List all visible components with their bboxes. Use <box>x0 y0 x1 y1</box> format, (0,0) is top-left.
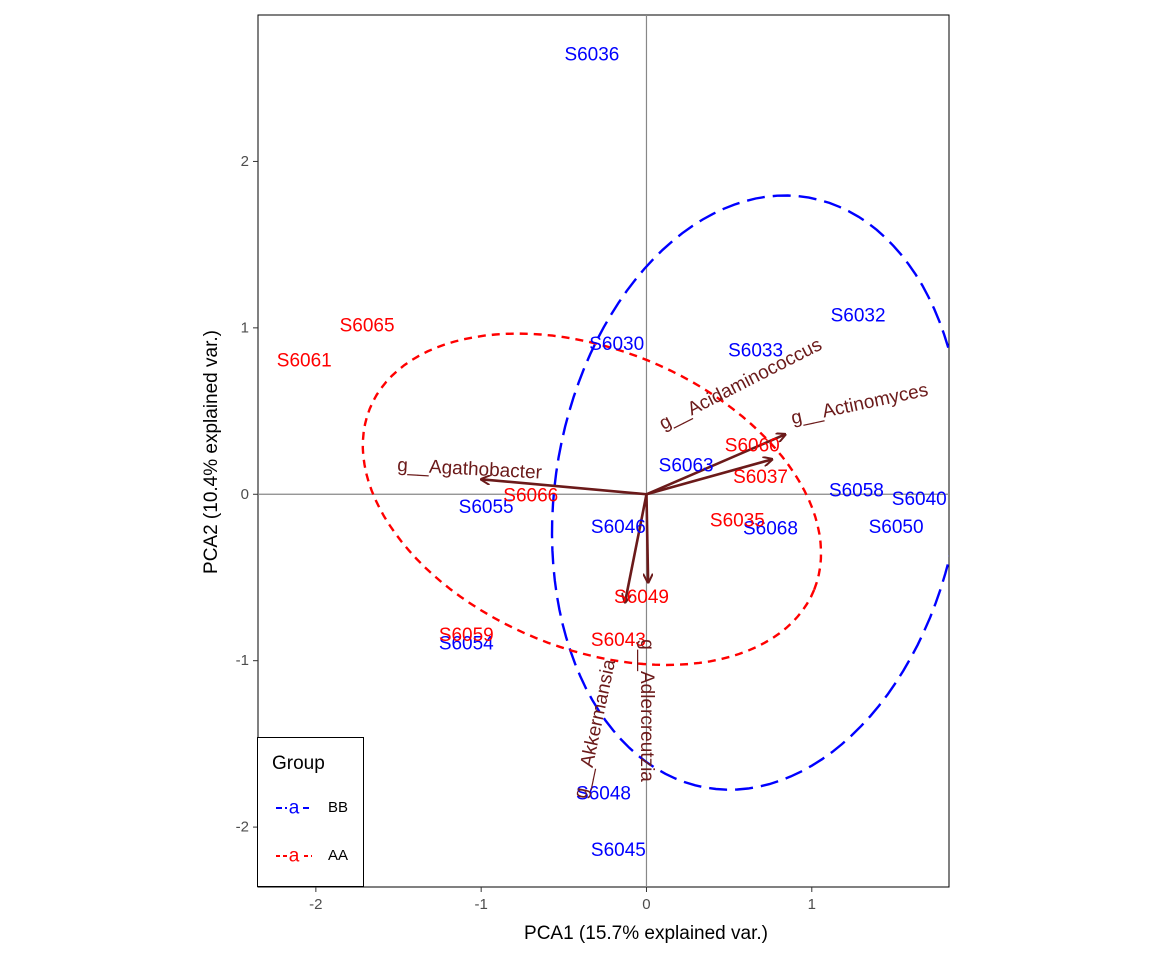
loading-arrow <box>625 494 648 602</box>
point-label: S6030 <box>589 334 644 355</box>
x-tick-label: -2 <box>309 896 322 913</box>
point-label: S6055 <box>459 497 514 518</box>
y-tick-label: -2 <box>236 819 249 836</box>
loading-arrow <box>645 434 785 496</box>
ellipse-bb <box>550 194 949 791</box>
x-axis-label: PCA1 (15.7% explained var.) <box>524 923 768 944</box>
point-label: S6063 <box>659 455 714 476</box>
point-label: S6068 <box>743 519 798 540</box>
x-tick-label: 0 <box>642 896 650 913</box>
y-tick-label: -1 <box>236 652 249 669</box>
legend-key-aa: a <box>276 846 312 867</box>
legend-label: AA <box>328 847 349 864</box>
y-tick-label: 1 <box>241 319 249 336</box>
point-label: S6049 <box>614 587 669 608</box>
legend-item-aa: a AA <box>258 844 363 868</box>
point-label: S6065 <box>340 316 395 337</box>
y-axis-label: PCA2 (10.4% explained var.) <box>201 330 222 574</box>
legend-item-bb: a BB <box>258 796 363 820</box>
point-label: S6037 <box>733 467 788 488</box>
svg-text:a: a <box>289 798 300 819</box>
point-label: S6060 <box>725 436 780 457</box>
point-label: S6035 <box>710 510 765 531</box>
legend-label: BB <box>328 799 349 816</box>
ellipse-aa <box>361 332 823 667</box>
x-tick-label: -1 <box>474 896 487 913</box>
plot-panel <box>257 14 950 888</box>
point-label: S6032 <box>831 306 886 327</box>
point-label: S6048 <box>576 783 631 804</box>
point-label: S6050 <box>869 517 924 538</box>
loading-arrow <box>646 494 648 582</box>
point-label: S6046 <box>591 517 646 538</box>
x-tick-label: 1 <box>808 896 816 913</box>
legend-title: Group <box>272 753 325 774</box>
point-label: S6061 <box>277 351 332 372</box>
point-label: S6045 <box>591 840 646 861</box>
loading-label: g__Adlercreutzia <box>636 639 657 782</box>
loading-arrow <box>646 459 772 496</box>
point-label: S6066 <box>503 485 558 506</box>
point-label: S6059 <box>439 625 494 646</box>
point-label: S6043 <box>591 630 646 651</box>
legend-key-bb: a <box>276 798 312 819</box>
point-label: S6033 <box>728 341 783 362</box>
point-label: S6054 <box>439 634 494 655</box>
loading-arrow <box>481 479 647 496</box>
point-label: S6036 <box>564 44 619 65</box>
legend: Group a BB a AA <box>257 737 364 887</box>
point-label: S6058 <box>829 480 884 501</box>
y-tick-label: 0 <box>241 486 249 503</box>
y-tick-label: 2 <box>241 153 249 170</box>
point-label: S6040 <box>892 489 947 510</box>
svg-text:a: a <box>289 846 300 867</box>
